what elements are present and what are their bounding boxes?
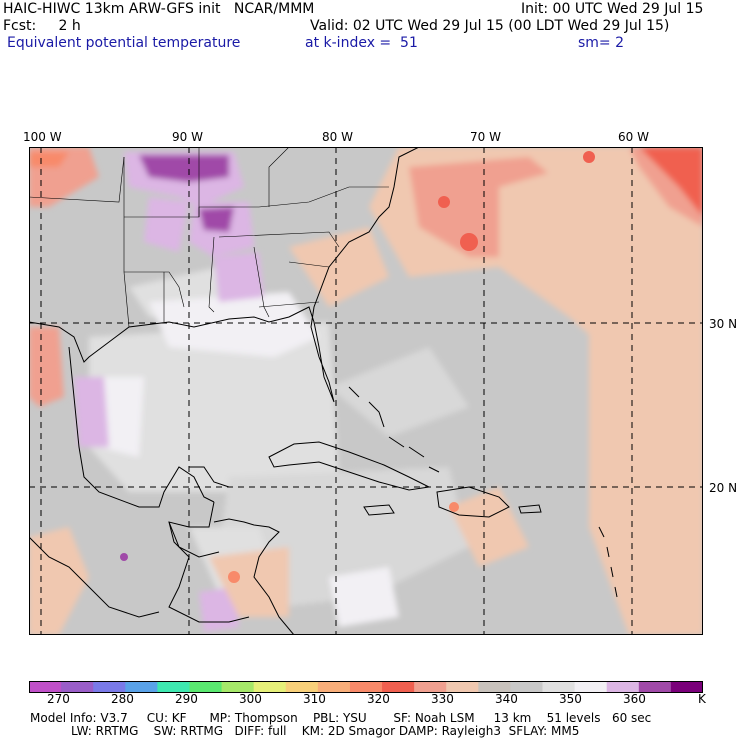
- model-info-line2: LW: RRTMG SW: RRTMG DIFF: full KM: 2D Sm…: [71, 724, 580, 738]
- field-name: Equivalent potential temperature: [7, 35, 241, 51]
- valid-time: Valid: 02 UTC Wed 29 Jul 15 (00 LDT Wed …: [310, 18, 670, 34]
- colorbar-swatch: [157, 681, 190, 693]
- colorbar-swatch: [349, 681, 383, 693]
- colorbar-swatch: [253, 681, 287, 693]
- colorbar-label-300: 300: [239, 692, 262, 706]
- theta-e-shading: [29, 147, 703, 635]
- colorbar-swatch: [189, 681, 223, 693]
- graticule: [29, 147, 703, 635]
- colorbar-label-350: 350: [559, 692, 582, 706]
- hot-spot: [438, 196, 450, 208]
- colorbar-label-310: 310: [303, 692, 326, 706]
- lon-label-100w: 100 W: [23, 130, 62, 144]
- hot-spot: [449, 502, 459, 512]
- colorbar-label-270: 270: [47, 692, 70, 706]
- colorbar: [29, 681, 703, 693]
- lon-label-80w: 80 W: [322, 130, 353, 144]
- colorbar-swatch: [93, 681, 126, 693]
- coastlines: [29, 147, 618, 635]
- state-boundaries: [29, 147, 389, 328]
- colorbar-swatch: [510, 681, 544, 693]
- colorbar-swatch: [29, 681, 62, 693]
- forecast-hour: Fcst: 2 h: [3, 18, 81, 34]
- colorbar-label-340: 340: [495, 692, 518, 706]
- colorbar-swatch: [382, 681, 415, 693]
- colorbar-label-320: 320: [367, 692, 390, 706]
- theta-e-map: [29, 147, 703, 635]
- colorbar-label-290: 290: [175, 692, 198, 706]
- colorbar-swatch: [542, 681, 576, 693]
- colorbar-swatch: [221, 681, 255, 693]
- model-info-line1: Model Info: V3.7 CU: KF MP: Thompson PBL…: [30, 711, 652, 725]
- colorbar-swatch: [285, 681, 319, 693]
- hot-spot: [228, 571, 240, 583]
- colorbar-swatch: [317, 681, 351, 693]
- lon-label-90w: 90 W: [172, 130, 203, 144]
- init-time: Init: 00 UTC Wed 29 Jul 15: [521, 1, 704, 17]
- level-index: at k-index = 51: [305, 35, 418, 51]
- smoothing: sm= 2: [578, 35, 625, 51]
- colorbar-swatch: [606, 681, 640, 693]
- colorbar-swatch: [446, 681, 479, 693]
- colorbar-swatch: [638, 681, 672, 693]
- colorbar-label-360: 360: [623, 692, 646, 706]
- colorbar-unit: K: [698, 692, 706, 706]
- colorbar-frame: [29, 681, 703, 693]
- lon-label-60w: 60 W: [618, 130, 649, 144]
- hot-spot: [460, 233, 478, 251]
- lat-label-30n: 30 N: [709, 317, 738, 331]
- lon-label-70w: 70 W: [470, 130, 501, 144]
- colorbar-swatch: [574, 681, 608, 693]
- lat-label-20n: 20 N: [709, 481, 738, 495]
- model-title: HAIC-HIWC 13km ARW-GFS init NCAR/MMM: [3, 1, 315, 17]
- colorbar-swatch: [61, 681, 94, 693]
- hot-spot: [583, 151, 595, 163]
- colorbar-label-280: 280: [111, 692, 134, 706]
- colorbar-label-330: 330: [431, 692, 454, 706]
- map-frame: [29, 147, 703, 635]
- purple-spot: [120, 553, 128, 561]
- colorbar-swatch: [125, 681, 158, 693]
- colorbar-swatch: [414, 681, 447, 693]
- colorbar-swatch: [670, 681, 703, 693]
- colorbar-swatch: [478, 681, 511, 693]
